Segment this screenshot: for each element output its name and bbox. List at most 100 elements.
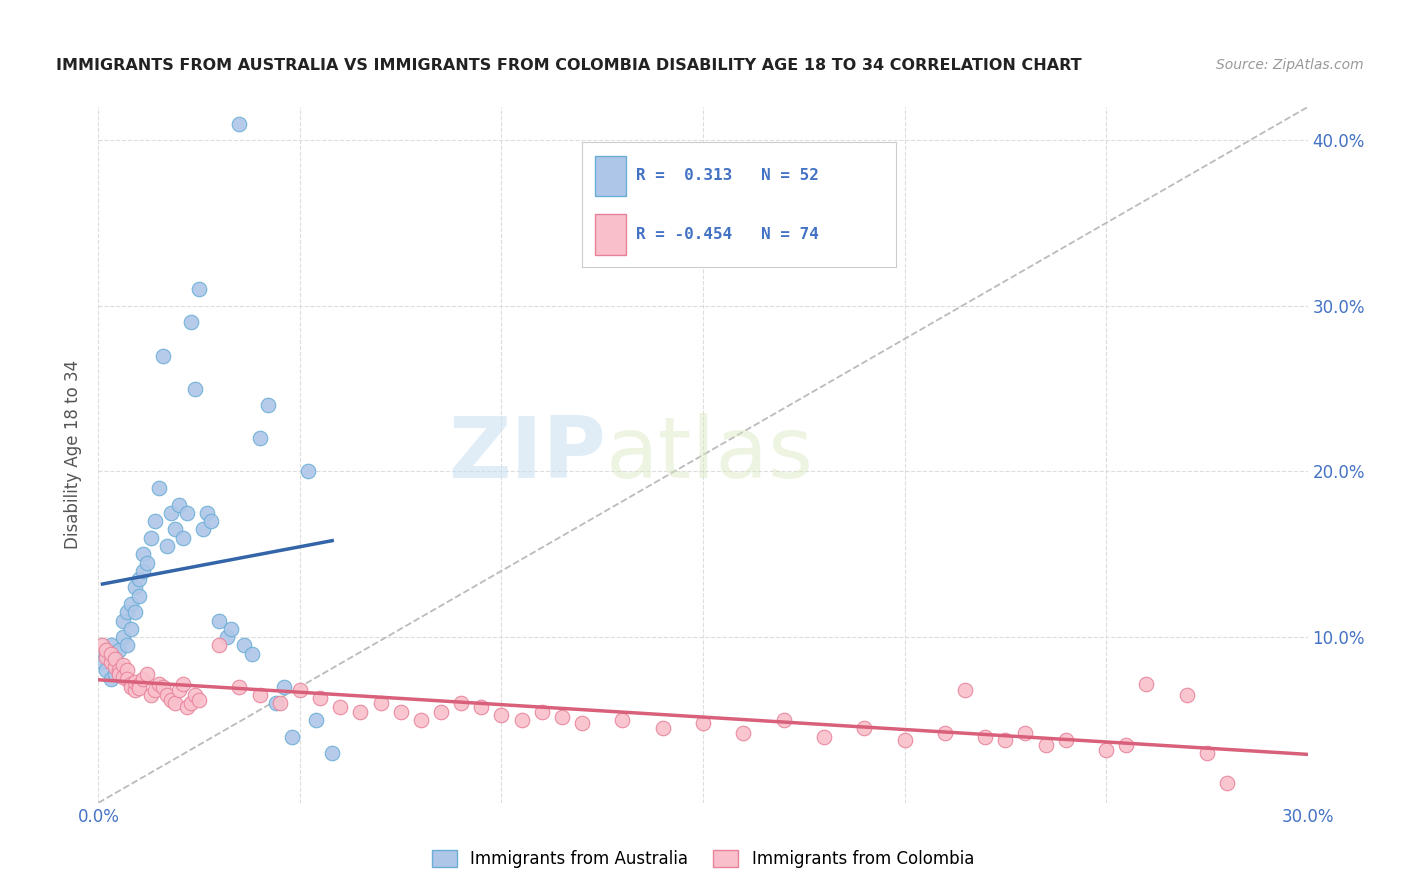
Point — [281, 730, 304, 744]
Point — [217, 630, 239, 644]
Point — [240, 647, 263, 661]
Point — [135, 666, 157, 681]
Point — [651, 721, 673, 735]
Text: IMMIGRANTS FROM AUSTRALIA VS IMMIGRANTS FROM COLOMBIA DISABILITY AGE 18 TO 34 CO: IMMIGRANTS FROM AUSTRALIA VS IMMIGRANTS … — [56, 58, 1081, 73]
Point — [128, 572, 150, 586]
Point — [100, 639, 122, 653]
Point — [160, 506, 183, 520]
Point — [349, 705, 371, 719]
Point — [321, 746, 343, 760]
Point — [107, 660, 129, 674]
Point — [510, 713, 533, 727]
Point — [96, 663, 118, 677]
Point — [124, 683, 146, 698]
Point — [208, 614, 231, 628]
Point — [1035, 738, 1057, 752]
Point — [994, 732, 1017, 747]
Point — [148, 676, 170, 690]
Point — [120, 622, 142, 636]
Point — [297, 465, 319, 479]
Point — [103, 650, 125, 665]
Point — [370, 697, 392, 711]
Point — [176, 506, 198, 520]
Point — [111, 670, 134, 684]
Point — [115, 605, 138, 619]
Point — [107, 666, 129, 681]
Point — [160, 693, 183, 707]
Point — [470, 699, 492, 714]
Point — [148, 481, 170, 495]
Point — [167, 683, 190, 698]
Point — [530, 705, 553, 719]
Point — [111, 630, 134, 644]
Point — [107, 643, 129, 657]
Text: Source: ZipAtlas.com: Source: ZipAtlas.com — [1216, 58, 1364, 72]
Point — [450, 697, 472, 711]
Point — [269, 697, 291, 711]
Point — [128, 589, 150, 603]
Point — [180, 697, 202, 711]
Text: atlas: atlas — [606, 413, 814, 497]
Point — [256, 398, 278, 412]
Point — [120, 680, 142, 694]
Point — [491, 708, 513, 723]
Y-axis label: Disability Age 18 to 34: Disability Age 18 to 34 — [65, 360, 83, 549]
Point — [132, 672, 155, 686]
Point — [249, 431, 271, 445]
Point — [772, 713, 794, 727]
Point — [309, 691, 332, 706]
Point — [103, 651, 125, 665]
Point — [1195, 746, 1218, 760]
Point — [96, 650, 118, 665]
Point — [120, 676, 142, 690]
Point — [135, 556, 157, 570]
Point — [221, 622, 243, 636]
Point — [152, 680, 174, 694]
Point — [143, 683, 166, 698]
Point — [228, 680, 250, 694]
Point — [111, 658, 134, 673]
Point — [100, 672, 122, 686]
Point — [551, 709, 574, 723]
Point — [132, 564, 155, 578]
Point — [143, 514, 166, 528]
Point — [103, 660, 125, 674]
Point — [571, 716, 593, 731]
Point — [91, 655, 114, 669]
Point — [139, 531, 162, 545]
Point — [163, 523, 186, 537]
Text: ZIP: ZIP — [449, 413, 606, 497]
Point — [111, 614, 134, 628]
Point — [128, 678, 150, 692]
Point — [208, 639, 231, 653]
Point — [1175, 688, 1198, 702]
Point — [1054, 732, 1077, 747]
Point — [115, 639, 138, 653]
Point — [172, 531, 194, 545]
Point — [1216, 776, 1239, 790]
Point — [305, 713, 328, 727]
Point — [193, 523, 215, 537]
Point — [128, 681, 150, 696]
Point — [188, 282, 211, 296]
Point — [91, 639, 114, 653]
Point — [176, 699, 198, 714]
Point — [228, 117, 250, 131]
Point — [273, 680, 295, 694]
Point — [103, 666, 125, 681]
Point — [288, 683, 311, 698]
Point — [934, 726, 956, 740]
Point — [100, 655, 122, 669]
Point — [152, 349, 174, 363]
Point — [188, 693, 211, 707]
Point — [200, 514, 222, 528]
Point — [167, 498, 190, 512]
Point — [692, 716, 714, 731]
Point — [409, 713, 432, 727]
Point — [389, 705, 412, 719]
Point — [853, 721, 876, 735]
Point — [96, 643, 118, 657]
Point — [163, 697, 186, 711]
Point — [1115, 738, 1137, 752]
Legend: Immigrants from Australia, Immigrants from Colombia: Immigrants from Australia, Immigrants fr… — [425, 843, 981, 875]
